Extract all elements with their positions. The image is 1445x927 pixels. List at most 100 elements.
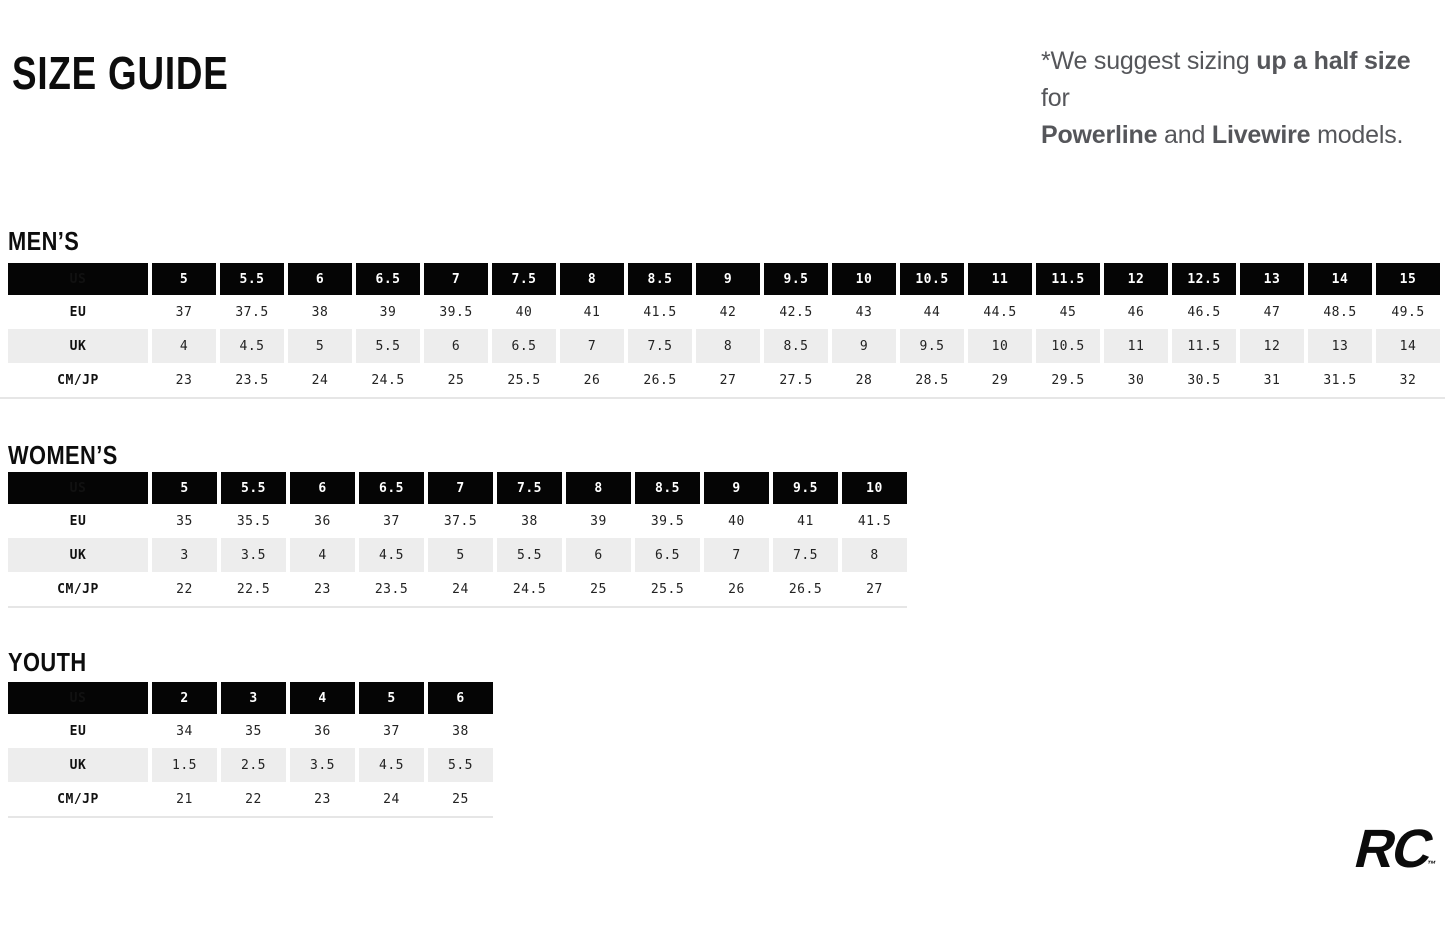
- size-value-cell: 36: [314, 723, 331, 739]
- size-header-cell: 12: [1104, 263, 1168, 295]
- sizing-note: *We suggest sizing up a half size for Pow…: [1041, 43, 1445, 154]
- size-value-cell: 11.5: [1172, 329, 1236, 363]
- womens-section-title: WOMEN’S: [8, 442, 139, 468]
- size-value-cell: 4.5: [359, 748, 424, 782]
- size-value-cell: 38: [311, 304, 329, 320]
- size-value-cell: 22: [245, 791, 262, 807]
- size-value-cell: 2.5: [221, 748, 286, 782]
- size-value-cell: 41: [797, 513, 814, 529]
- size-value-cell: 26.5: [788, 581, 823, 597]
- size-value-cell: 6.5: [635, 538, 700, 572]
- size-header-cell: 4: [290, 682, 355, 714]
- size-header-cell: 9.5: [773, 472, 838, 504]
- size-value-cell: 24.5: [371, 372, 405, 388]
- size-value-cell: 35.5: [236, 513, 271, 529]
- note-text-1: *We suggest sizing: [1041, 47, 1257, 75]
- size-value-cell: 28: [855, 372, 873, 388]
- row-label-eu: EU: [69, 304, 87, 320]
- size-value-cell: 8.5: [764, 329, 828, 363]
- size-header-cell: 5.5: [220, 263, 284, 295]
- row-label-uk: UK: [8, 329, 148, 363]
- row-label-eu: EU: [69, 723, 87, 739]
- size-header-cell: 7.5: [492, 263, 556, 295]
- size-header-cell: 10: [842, 472, 907, 504]
- size-value-cell: 5: [288, 329, 352, 363]
- size-value-cell: 10: [968, 329, 1032, 363]
- size-value-cell: 28.5: [915, 372, 949, 388]
- note-text-2: for: [1041, 84, 1070, 112]
- note-text-3: and: [1157, 121, 1212, 149]
- size-value-cell: 21: [176, 791, 193, 807]
- size-value-cell: 4: [152, 329, 216, 363]
- us-header-cell: US: [8, 263, 148, 295]
- size-header-cell: 8.5: [628, 263, 692, 295]
- size-value-cell: 31.5: [1323, 372, 1357, 388]
- size-value-cell: 4.5: [220, 329, 284, 363]
- size-header-cell: 5: [152, 472, 217, 504]
- size-value-cell: 26: [583, 372, 601, 388]
- size-header-cell: 6: [428, 682, 493, 714]
- row-label-cmjp: CM/JP: [57, 372, 99, 388]
- youth-size-table: US 2 3 4 5 6 EU 34 35 36 37 38 UK 1.5 2.5 3.5 4.5 5.5 CM/J…: [8, 682, 493, 818]
- size-value-cell: 41.5: [857, 513, 892, 529]
- size-value-cell: 27: [866, 581, 883, 597]
- size-header-cell: 9: [704, 472, 769, 504]
- rc-logo-text: RC: [1349, 819, 1438, 879]
- row-label-cmjp: CM/JP: [57, 791, 99, 807]
- size-value-cell: 25: [447, 372, 465, 388]
- size-value-cell: 12: [1240, 329, 1304, 363]
- size-value-cell: 37: [383, 513, 400, 529]
- size-value-cell: 26.5: [643, 372, 677, 388]
- size-value-cell: 14: [1376, 329, 1440, 363]
- size-value-cell: 13: [1308, 329, 1372, 363]
- size-value-cell: 22: [176, 581, 193, 597]
- size-value-cell: 5.5: [428, 748, 493, 782]
- size-value-cell: 41.5: [643, 304, 677, 320]
- size-header-cell: 9: [696, 263, 760, 295]
- size-value-cell: 22.5: [236, 581, 271, 597]
- size-value-cell: 23.5: [235, 372, 269, 388]
- size-value-cell: 23.5: [374, 581, 409, 597]
- size-value-cell: 30: [1127, 372, 1145, 388]
- size-value-cell: 27: [719, 372, 737, 388]
- size-value-cell: 25: [590, 581, 607, 597]
- size-header-cell: 9.5: [764, 263, 828, 295]
- mens-size-table: US 5 5.5 6 6.5 7 7.5 8 8.5 9 9.5 10 10.5 11 11.5 12 12.5…: [8, 263, 1440, 399]
- size-value-cell: 5: [428, 538, 493, 572]
- size-header-cell: 14: [1308, 263, 1372, 295]
- size-header-cell: 12.5: [1172, 263, 1236, 295]
- size-value-cell: 39: [590, 513, 607, 529]
- size-value-cell: 39: [379, 304, 397, 320]
- row-label-uk: UK: [8, 748, 148, 782]
- size-value-cell: 23: [314, 581, 331, 597]
- size-value-cell: 24: [383, 791, 400, 807]
- size-value-cell: 46.5: [1187, 304, 1221, 320]
- size-value-cell: 23: [314, 791, 331, 807]
- size-value-cell: 25.5: [650, 581, 685, 597]
- row-label-eu: EU: [69, 513, 87, 529]
- size-value-cell: 3.5: [221, 538, 286, 572]
- size-header-cell: 5.5: [221, 472, 286, 504]
- size-value-cell: 4: [290, 538, 355, 572]
- size-header-cell: 7.5: [497, 472, 562, 504]
- size-value-cell: 36: [314, 513, 331, 529]
- size-value-cell: 38: [521, 513, 538, 529]
- size-value-cell: 6: [424, 329, 488, 363]
- size-value-cell: 8: [842, 538, 907, 572]
- size-header-cell: 10: [832, 263, 896, 295]
- size-value-cell: 23: [175, 372, 193, 388]
- size-value-cell: 39.5: [650, 513, 685, 529]
- size-value-cell: 3.5: [290, 748, 355, 782]
- trademark-symbol: ™: [1425, 859, 1438, 869]
- size-value-cell: 44.5: [983, 304, 1017, 320]
- size-header-cell: 6: [290, 472, 355, 504]
- size-value-cell: 35: [176, 513, 193, 529]
- size-header-cell: 8: [560, 263, 624, 295]
- size-value-cell: 5.5: [497, 538, 562, 572]
- us-header-cell: US: [8, 472, 148, 504]
- size-value-cell: 35: [245, 723, 262, 739]
- mens-section-title-text: MEN’S: [8, 226, 80, 256]
- size-value-cell: 7: [560, 329, 624, 363]
- size-value-cell: 40: [515, 304, 533, 320]
- size-value-cell: 11: [1104, 329, 1168, 363]
